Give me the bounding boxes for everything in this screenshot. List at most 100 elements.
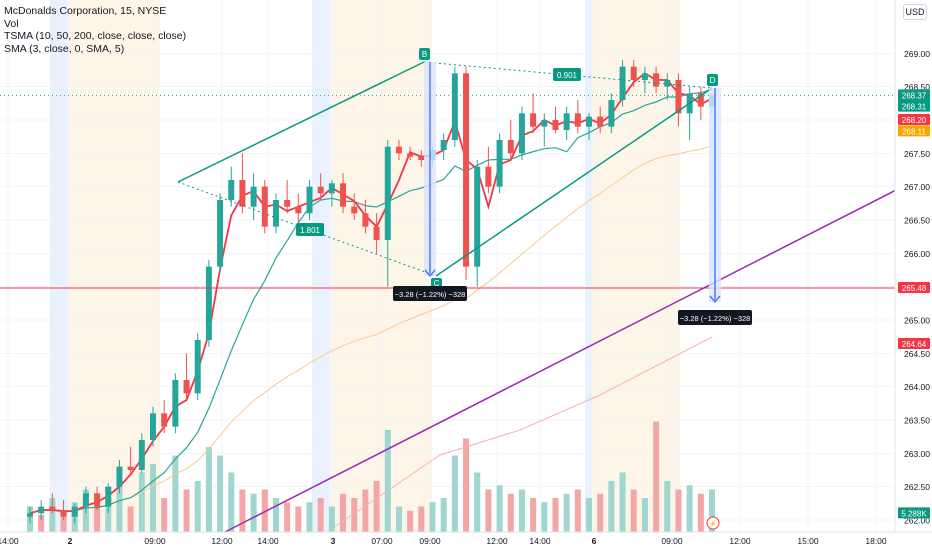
volume-bar — [496, 485, 503, 532]
volume-bar — [183, 489, 190, 532]
candle-body — [27, 513, 33, 517]
volume-bar — [161, 498, 168, 532]
price-tick-label: 262.50 — [904, 482, 930, 492]
volume-bar — [675, 489, 682, 532]
time-tick-label: 3 — [331, 536, 336, 546]
price-label-text: 268.31 — [902, 103, 927, 112]
time-tick-label: 09:00 — [661, 536, 683, 546]
candle-body — [138, 440, 145, 470]
time-tick-label: 12:00 — [729, 536, 751, 546]
volume-bar — [272, 498, 279, 532]
volume-bar — [630, 489, 637, 532]
candle-body — [463, 73, 470, 267]
candle-body — [586, 116, 593, 127]
candle-body — [630, 66, 637, 80]
volume-bar — [563, 493, 570, 532]
volume-bar — [440, 498, 447, 532]
candle-body — [295, 206, 302, 214]
price-label: 264.64 — [898, 338, 930, 349]
price-label: 5.288K — [898, 507, 930, 519]
price-label-text: 268.20 — [902, 116, 927, 125]
price-tick-label: 267.00 — [904, 182, 930, 192]
candle-body — [105, 486, 112, 507]
candle-body — [172, 380, 179, 427]
volume-bar — [418, 506, 425, 532]
candle-body — [328, 183, 335, 194]
volume-bar — [328, 506, 335, 532]
price-label-text: 5.288K — [901, 509, 927, 518]
volume-bar — [384, 430, 391, 532]
volume-bar — [306, 502, 313, 532]
measure-label-text: −3.28 (−1.22%) −328 — [395, 290, 466, 299]
time-axis — [0, 532, 932, 550]
time-tick-label: 09:00 — [144, 536, 166, 546]
pattern-dotted-line — [423, 61, 713, 89]
price-label: 268.31 — [898, 100, 930, 112]
price-tick-label: 263.00 — [904, 449, 930, 459]
volume-bar — [608, 481, 615, 532]
candle-body — [608, 100, 615, 127]
candle-body — [418, 156, 425, 160]
time-tick-label: 6 — [592, 536, 597, 546]
candle-body — [161, 413, 168, 427]
price-tick-label: 263.50 — [904, 416, 930, 426]
candle-body — [217, 200, 224, 267]
volume-bar — [362, 489, 369, 532]
price-tick-label: 269.00 — [904, 49, 930, 59]
candle-body — [373, 226, 380, 240]
volume-bar — [351, 498, 358, 532]
volume-bar — [138, 472, 145, 532]
pattern-point-d: D — [707, 74, 718, 86]
time-tick-label: 12:00 — [211, 536, 233, 546]
candle-body — [496, 140, 503, 187]
ma-mid-line — [29, 88, 713, 514]
session-band — [50, 0, 68, 532]
ratio-label-text: 0.901 — [557, 71, 578, 80]
volume-bar — [664, 481, 671, 532]
candle-body — [306, 186, 313, 214]
volume-bar — [228, 472, 235, 532]
candle-body — [653, 73, 660, 87]
candle-body — [664, 80, 671, 87]
chart-legend: McDonalds Corporation, 15, NYSE Vol TSMA… — [4, 5, 186, 55]
price-tick-label: 265.00 — [904, 316, 930, 326]
event-marker-icon: ⚡ — [706, 516, 720, 530]
volume-bar — [407, 510, 414, 532]
candle-body — [697, 93, 704, 107]
legend-tsma: TSMA (10, 50, 200, close, close, close) — [4, 30, 187, 42]
volume-bar — [574, 489, 581, 532]
pattern-dotted-line — [177, 181, 437, 277]
candle-body — [641, 73, 648, 80]
candle-body — [451, 73, 458, 140]
volume-bar — [284, 502, 291, 532]
volume-bar — [463, 438, 470, 532]
time-tick-label: 07:00 — [371, 536, 393, 546]
volume-bar — [474, 472, 481, 532]
ma-long-line — [29, 145, 713, 514]
candle-body — [317, 186, 324, 194]
price-tick-label: 264.50 — [904, 349, 930, 359]
session-band — [585, 0, 592, 532]
price-label: 268.20 — [898, 114, 930, 125]
measure-label-text: −3.28 (−1.22%) −328 — [680, 314, 751, 323]
candle-body — [541, 120, 548, 127]
candle-body — [384, 146, 391, 240]
session-band — [592, 0, 680, 532]
ma-band-line — [329, 336, 713, 531]
trend-line — [224, 187, 901, 533]
legend-sma: SMA (3, close, 0, SMA, 5) — [4, 42, 125, 55]
pattern-point-label: B — [422, 50, 427, 59]
candle-body — [440, 140, 447, 150]
candle-body — [552, 120, 559, 130]
candle-body — [530, 113, 537, 127]
pattern-line — [435, 87, 713, 277]
ratio-label-text: 1.801 — [300, 226, 321, 235]
candle-body — [71, 506, 78, 517]
volume-bar — [105, 498, 112, 532]
volume-bar — [295, 506, 302, 532]
ratio-label: 0.901 — [553, 68, 581, 81]
currency-button[interactable]: USD — [903, 4, 927, 20]
candle-body — [149, 413, 156, 440]
time-tick-label: 18:00 — [865, 536, 887, 546]
